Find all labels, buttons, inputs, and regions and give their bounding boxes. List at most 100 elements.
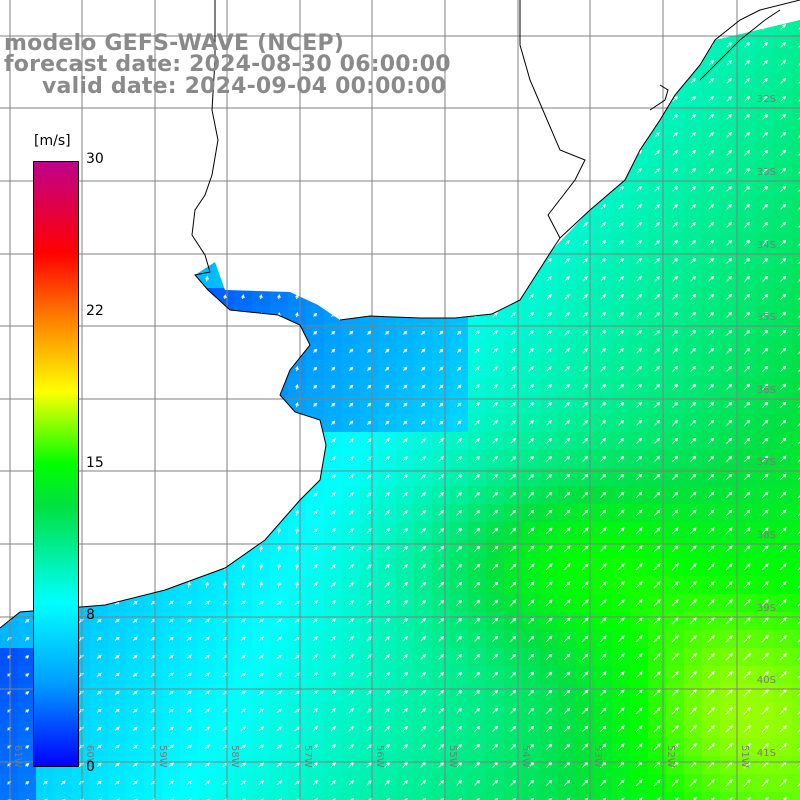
wind-arrow	[25, 366, 29, 371]
wind-arrow	[151, 366, 155, 371]
wind-arrow	[779, 419, 787, 427]
wind-arrow	[61, 24, 65, 29]
wind-arrow	[204, 600, 210, 606]
wind-arrow	[330, 258, 336, 264]
wind-arrow	[707, 581, 715, 589]
wind-arrow	[97, 491, 101, 498]
wind-arrow	[491, 563, 499, 571]
wind-cell	[486, 144, 505, 163]
wind-arrow	[564, 401, 571, 408]
wind-arrow	[563, 725, 571, 733]
wind-cell	[288, 108, 307, 127]
wind-arrow	[707, 725, 715, 733]
wind-arrow	[780, 347, 787, 354]
wind-arrow	[492, 419, 499, 426]
wind-arrow	[420, 42, 426, 48]
wind-arrow	[97, 131, 101, 138]
wind-arrow	[169, 420, 173, 426]
wind-arrow	[492, 114, 498, 120]
wind-cell	[126, 504, 145, 523]
wind-arrow	[366, 654, 372, 660]
wind-arrow	[294, 726, 301, 732]
wind-arrow	[384, 132, 390, 138]
wind-arrow	[563, 617, 571, 625]
wind-arrow	[527, 545, 535, 553]
wind-cell	[18, 792, 37, 800]
wind-cell	[630, 20, 649, 37]
wind-arrow	[672, 437, 679, 444]
wind-arrow	[187, 420, 191, 426]
wind-arrow	[563, 653, 571, 661]
wind-arrow	[744, 329, 751, 336]
wind-arrow	[797, 653, 800, 661]
wind-cell	[252, 144, 271, 163]
wind-arrow	[798, 347, 800, 354]
wind-arrow	[599, 707, 607, 715]
wind-arrow	[241, 383, 245, 390]
wind-arrow	[438, 114, 444, 120]
wind-arrow	[366, 474, 372, 480]
wind-arrow	[743, 473, 751, 481]
wind-cell	[504, 108, 523, 127]
wind-arrow	[294, 762, 301, 768]
wind-cell	[252, 108, 271, 127]
wind-cell	[630, 36, 649, 55]
wind-arrow	[25, 491, 29, 498]
wind-arrow	[43, 150, 47, 155]
wind-arrow	[151, 473, 155, 480]
wind-cell	[108, 792, 127, 800]
wind-arrow	[798, 203, 800, 210]
wind-arrow	[151, 131, 155, 138]
wind-arrow	[276, 690, 283, 696]
lon-label: 57W	[302, 745, 313, 768]
wind-arrow	[133, 545, 137, 552]
wind-arrow	[654, 383, 661, 390]
wind-arrow	[581, 743, 589, 751]
wind-arrow	[277, 167, 281, 174]
lat-label: 40S	[757, 675, 776, 686]
wind-cell	[468, 72, 487, 91]
wind-arrow	[671, 635, 679, 643]
wind-arrow	[384, 150, 390, 156]
lon-label: 51W	[739, 745, 750, 768]
wind-arrow	[565, 7, 569, 11]
wind-arrow	[725, 617, 733, 625]
wind-arrow	[115, 113, 119, 120]
wind-arrow	[151, 113, 155, 120]
wind-arrow	[223, 527, 227, 534]
wind-arrow	[510, 276, 516, 282]
wind-arrow	[331, 402, 336, 407]
wind-arrow	[456, 581, 463, 588]
wind-arrow	[672, 473, 679, 480]
wind-arrow	[761, 779, 769, 787]
wind-arrow	[421, 7, 425, 11]
wind-arrow	[295, 275, 299, 282]
wind-cell	[90, 180, 109, 199]
wind-arrow	[115, 402, 119, 407]
wind-cell	[0, 414, 19, 433]
wind-arrow	[672, 60, 678, 66]
wind-cell	[504, 144, 523, 163]
wind-arrow	[546, 779, 553, 786]
wind-cell	[90, 342, 109, 361]
wind-arrow	[780, 329, 787, 336]
wind-arrow	[115, 366, 119, 371]
wind-arrow	[402, 258, 408, 264]
wind-arrow	[367, 330, 372, 335]
wind-arrow	[331, 384, 336, 389]
wind-cell	[126, 306, 145, 325]
wind-arrow	[241, 581, 245, 588]
wind-arrow	[708, 185, 715, 192]
wind-arrow	[96, 690, 102, 696]
wind-cell	[378, 198, 397, 217]
wind-cell	[306, 450, 325, 469]
wind-arrow	[115, 275, 119, 282]
wind-arrow	[582, 347, 589, 354]
wind-cell	[522, 72, 541, 91]
wind-cell	[252, 0, 271, 19]
wind-arrow	[438, 689, 445, 696]
wind-cell	[306, 0, 325, 19]
wind-arrow	[726, 113, 733, 120]
wind-arrow	[510, 312, 516, 318]
wind-arrow	[456, 276, 462, 282]
